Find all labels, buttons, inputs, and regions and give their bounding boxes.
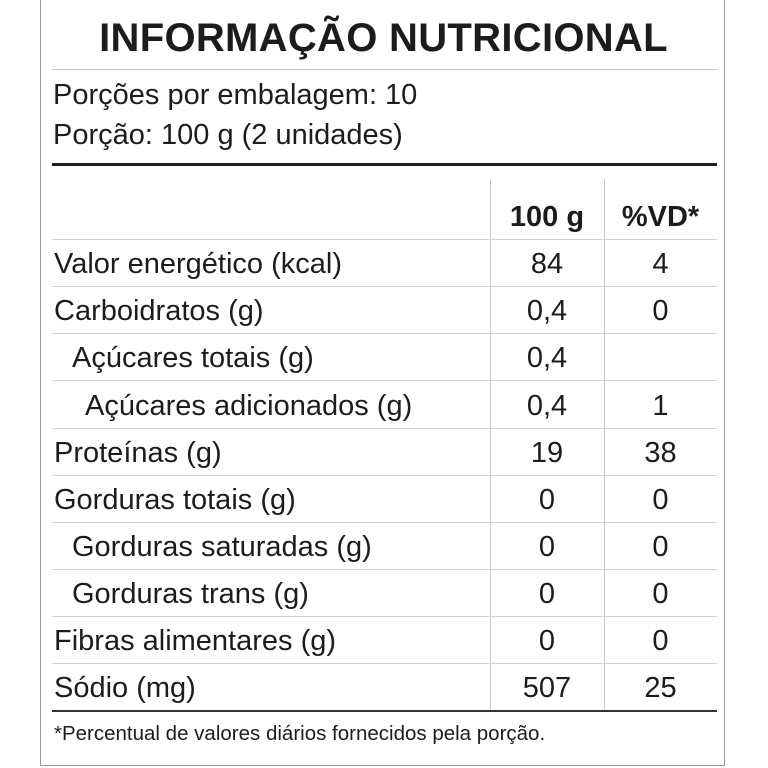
nutrient-amount: 0	[538, 484, 556, 516]
nutrient-daily-value	[604, 334, 717, 380]
nutrient-amount: 0,4	[526, 295, 568, 327]
table-row: Valor energético (kcal) 84 4	[52, 240, 717, 287]
row-divider	[52, 379, 717, 381]
row-divider	[52, 332, 717, 334]
row-divider	[52, 521, 717, 523]
row-divider	[52, 285, 717, 287]
nutrient-name: Sódio (mg)	[54, 672, 196, 704]
table-row: Proteínas (g) 19 38	[52, 429, 717, 476]
nutrient-daily-value: 0	[652, 625, 669, 657]
nutrient-amount: 0,4	[526, 390, 568, 422]
servings-per-package: Porções por embalagem: 10	[53, 79, 418, 111]
nutrient-amount: 0,4	[526, 342, 568, 374]
table-row: Gorduras saturadas (g) 0 0	[52, 523, 717, 570]
serving-divider	[52, 163, 717, 166]
table-row: Açúcares totais (g) 0,4	[52, 334, 717, 381]
row-divider	[52, 238, 717, 240]
nutrient-name: Açúcares adicionados (g)	[85, 390, 413, 422]
nutrient-name: Açúcares totais (g)	[72, 342, 314, 374]
nutrient-amount: 84	[530, 248, 564, 280]
label-title: INFORMAÇÃO NUTRICIONAL	[99, 16, 668, 60]
nutrition-label: INFORMAÇÃO NUTRICIONAL Porções por embal…	[40, 0, 725, 766]
nutrient-daily-value: 0	[652, 578, 669, 610]
row-divider	[52, 615, 717, 617]
row-divider	[52, 427, 717, 429]
footnote: *Percentual de valores diários fornecido…	[54, 722, 546, 745]
nutrient-name: Carboidratos (g)	[54, 295, 264, 327]
nutrient-name: Gorduras saturadas (g)	[72, 531, 372, 563]
nutrient-amount: 19	[530, 437, 564, 469]
nutrient-name: Fibras alimentares (g)	[54, 625, 337, 657]
serving-size: Porção: 100 g (2 unidades)	[53, 119, 403, 151]
column-header-vd: %VD*	[621, 201, 700, 233]
nutrient-daily-value: 38	[644, 437, 677, 469]
column-divider-1	[490, 179, 491, 711]
nutrient-amount: 507	[522, 672, 572, 704]
nutrient-name: Gorduras trans (g)	[72, 578, 309, 610]
nutrient-daily-value: 25	[644, 672, 677, 704]
nutrient-name: Valor energético (kcal)	[54, 248, 342, 280]
footer-divider	[52, 710, 717, 712]
row-divider	[52, 568, 717, 570]
nutrient-daily-value: 0	[652, 531, 669, 563]
table-row: Gorduras totais (g) 0 0	[52, 476, 717, 523]
row-divider	[52, 662, 717, 664]
column-header-100g: 100 g	[509, 201, 585, 233]
nutrient-name: Proteínas (g)	[54, 437, 222, 469]
table-row: Açúcares adicionados (g) 0,4 1	[52, 382, 717, 429]
nutrient-amount: 0	[538, 531, 556, 563]
table-header-row: 100 g %VD*	[52, 179, 717, 240]
nutrient-daily-value: 0	[652, 295, 669, 327]
table-row: Carboidratos (g) 0,4 0	[52, 287, 717, 334]
table-row: Fibras alimentares (g) 0 0	[52, 617, 717, 664]
nutrient-daily-value: 4	[652, 248, 669, 280]
title-divider	[52, 69, 717, 70]
nutrient-daily-value: 0	[652, 484, 669, 516]
nutrient-daily-value: 1	[652, 390, 669, 422]
nutrient-amount: 0	[538, 625, 556, 657]
nutrient-amount: 0	[538, 578, 556, 610]
nutrient-name: Gorduras totais (g)	[54, 484, 296, 516]
row-divider	[52, 474, 717, 476]
column-divider-2	[604, 179, 605, 711]
table-row: Gorduras trans (g) 0 0	[52, 570, 717, 617]
table-row: Sódio (mg) 507 25	[52, 664, 717, 711]
